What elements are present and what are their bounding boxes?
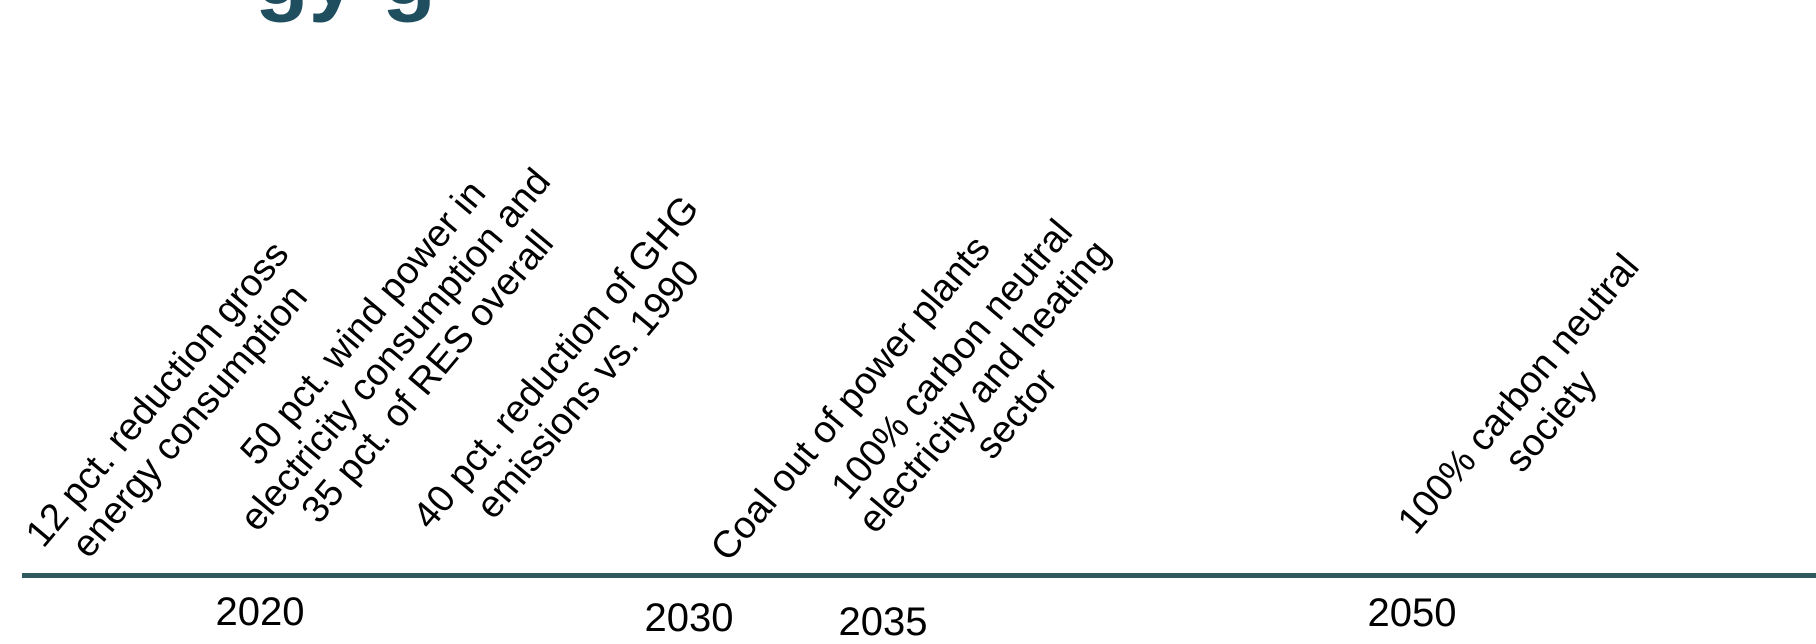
year-label-2035: 2035 (838, 600, 928, 644)
year-label-2020: 2020 (215, 590, 305, 634)
milestone-2050-society: 100% carbon neutral society (1390, 246, 1680, 569)
year-label-2030: 2030 (644, 596, 734, 640)
timeline-axis (22, 573, 1816, 578)
title-fragment: gy g (255, 0, 436, 18)
milestone-line: electricity and heating (850, 232, 1119, 541)
milestone-line: 100% carbon neutral (1390, 246, 1648, 542)
milestone-line: society (1496, 362, 1606, 480)
year-label-2050: 2050 (1367, 591, 1457, 635)
